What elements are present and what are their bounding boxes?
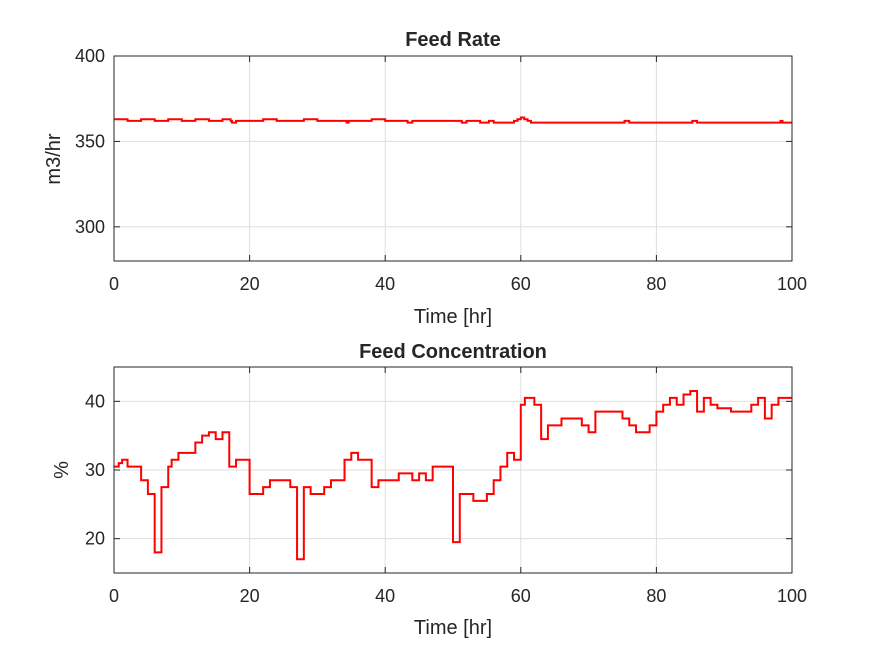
feed-concentration-title: Feed Concentration — [359, 341, 547, 363]
feed-rate-ytick-label: 350 — [75, 131, 105, 151]
feed-concentration-ytick-label: 40 — [85, 391, 105, 411]
feed-concentration-ytick-label: 20 — [85, 529, 105, 549]
feed-concentration-xtick-label: 0 — [109, 586, 119, 606]
feed-rate-xtick-label: 60 — [511, 274, 531, 294]
feed-rate-axes: Feed Rate m3/hr Time [hr] 0 20 40 60 80 100 30… — [43, 29, 807, 328]
feed-concentration-xtick-label: 40 — [375, 586, 395, 606]
feed-rate-ylabel: m3/hr — [43, 133, 65, 184]
feed-rate-xlabel: Time [hr] — [414, 306, 492, 328]
feed-rate-xtick-label: 20 — [240, 274, 260, 294]
feed-concentration-ytick-label: 30 — [85, 460, 105, 480]
feed-concentration-series-line — [114, 390, 792, 561]
feed-concentration-ylabel: % — [51, 461, 73, 479]
feed-concentration-xtick-label: 20 — [240, 586, 260, 606]
feed-concentration-xtick-label: 100 — [777, 586, 807, 606]
feed-concentration-xlabel: Time [hr] — [414, 617, 492, 639]
feed-rate-title: Feed Rate — [405, 29, 501, 51]
feed-rate-series-line — [114, 116, 792, 124]
feed-rate-ytick-label: 300 — [75, 217, 105, 237]
feed-rate-xtick-label: 80 — [646, 274, 666, 294]
feed-rate-xtick-label: 0 — [109, 274, 119, 294]
feed-rate-xtick-label: 100 — [777, 274, 807, 294]
feed-rate-xtick-label: 40 — [375, 274, 395, 294]
feed-rate-axes-frame — [113, 55, 793, 262]
feed-rate-plot-area — [114, 56, 792, 261]
feed-concentration-axes: Feed Concentration % Time [hr] 0 20 40 60 80… — [51, 341, 807, 639]
feed-concentration-xtick-label: 60 — [511, 586, 531, 606]
feed-concentration-xtick-label: 80 — [646, 586, 666, 606]
feed-rate-ytick-label: 400 — [75, 46, 105, 66]
